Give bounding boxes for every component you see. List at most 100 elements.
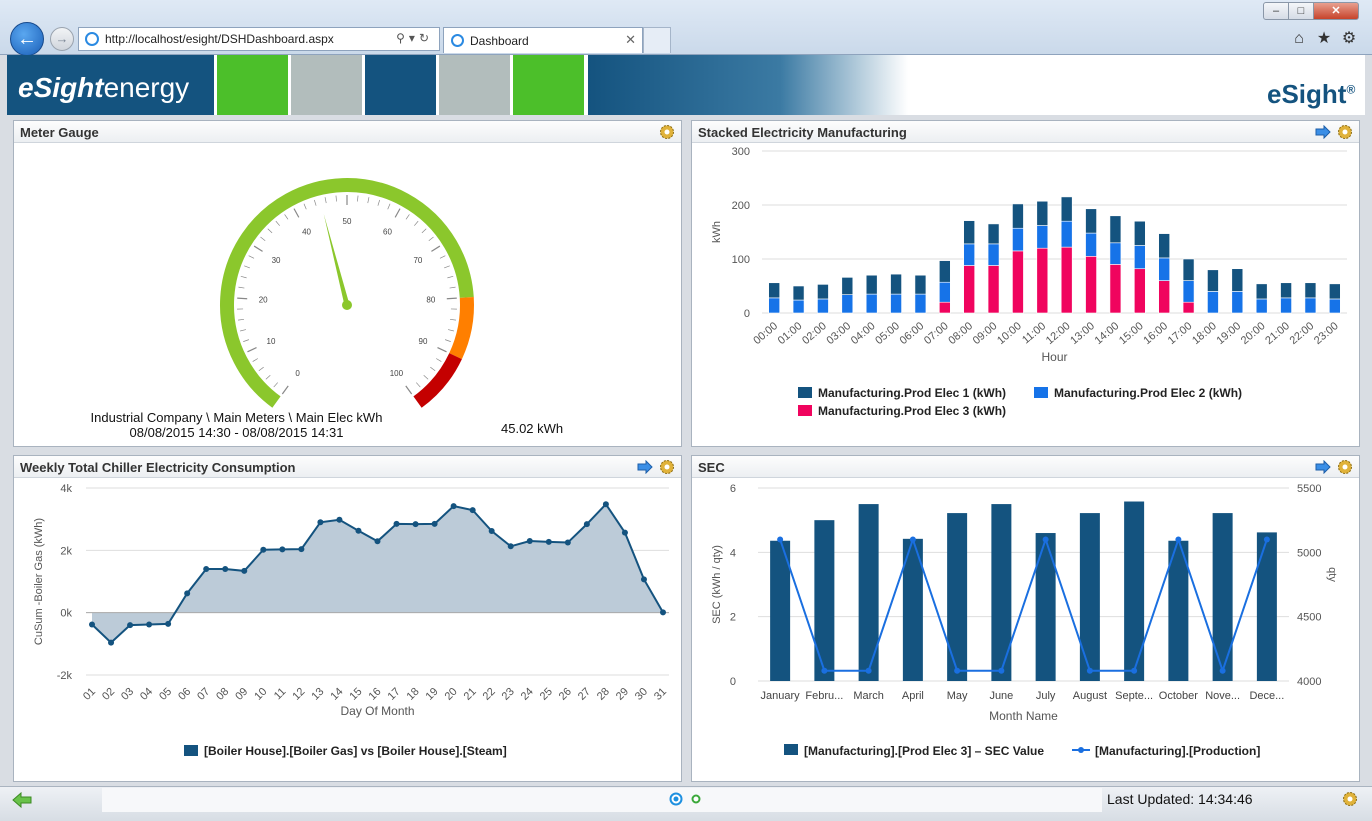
- panel-header: [14, 121, 681, 143]
- y-tick-label: 6: [730, 483, 736, 495]
- y-tick-label: 0: [744, 308, 750, 320]
- gauge-tick: [240, 330, 246, 331]
- bar-segment: [1012, 251, 1023, 313]
- banner-block-5: [513, 55, 584, 115]
- address-bar[interactable]: http://localhost/esight/DSHDashboard.asp…: [78, 27, 440, 51]
- last-updated-text: Last Updated: 14:34:46: [1107, 791, 1253, 807]
- y-tick-label: 300: [732, 146, 750, 158]
- minimize-button[interactable]: –: [1263, 2, 1289, 20]
- x-tick-label: 20:00: [1239, 320, 1268, 347]
- data-point: [203, 566, 209, 572]
- x-tick-label: 01:00: [776, 320, 805, 347]
- address-tools[interactable]: ⚲▾↻: [396, 31, 433, 45]
- x-tick-label: Febru...: [805, 690, 843, 702]
- gauge-needle: [324, 214, 350, 306]
- data-point: [489, 528, 495, 534]
- chiller-consumption-panel: Weekly Total Chiller Electricity Consump…: [13, 455, 682, 782]
- gauge-tick: [422, 229, 426, 233]
- brand-logo-right: eSight®: [1267, 79, 1355, 110]
- x-axis-label: Day Of Month: [340, 704, 414, 718]
- refresh-icon[interactable]: ↻: [419, 31, 433, 45]
- panel-settings-gear-icon[interactable]: [659, 459, 675, 475]
- production-point: [954, 668, 960, 674]
- back-arrow-icon: ←: [11, 23, 43, 55]
- address-url[interactable]: http://localhost/esight/DSHDashboard.asp…: [105, 32, 334, 46]
- gauge-tick: [429, 237, 434, 241]
- x-tick-label: 07: [195, 686, 212, 703]
- gauge-tick-label: 30: [272, 256, 281, 265]
- x-tick-label: 08:00: [946, 320, 975, 347]
- gauge-tick-label: 80: [426, 296, 435, 305]
- data-point: [603, 501, 609, 507]
- x-tick-label: 02:00: [800, 320, 829, 347]
- data-point: [279, 546, 285, 552]
- production-point: [1087, 668, 1093, 674]
- bar-segment: [1281, 283, 1292, 298]
- x-tick-label: Nove...: [1205, 690, 1240, 702]
- legend-label: [Manufacturing].[Production]: [1095, 744, 1260, 758]
- back-button[interactable]: ←: [10, 22, 44, 56]
- home-icon[interactable]: ⌂: [1289, 29, 1309, 49]
- x-tick-label: 22: [481, 686, 498, 703]
- bar-segment: [1086, 256, 1097, 313]
- gauge-tick: [241, 276, 247, 278]
- bar-segment: [1110, 216, 1121, 243]
- bar-segment: [842, 277, 853, 294]
- settings-gear-icon[interactable]: ⚙: [1339, 29, 1359, 49]
- bar-segment: [915, 275, 926, 294]
- new-tab-button[interactable]: [643, 27, 671, 53]
- gauge-tick-label: 100: [390, 369, 404, 378]
- bar-segment: [1183, 302, 1194, 313]
- gauge-tick: [431, 246, 439, 251]
- search-icon[interactable]: ⚲: [396, 31, 409, 45]
- bar-segment: [1159, 281, 1170, 313]
- close-window-button[interactable]: ✕: [1313, 2, 1359, 20]
- dashboard-settings-gear-icon[interactable]: [1342, 791, 1358, 807]
- x-tick-label: 13:00: [1068, 320, 1097, 347]
- page-indicator-active-icon[interactable]: [669, 792, 683, 806]
- y-tick-label: 100: [732, 254, 750, 266]
- navigate-arrow-icon[interactable]: [1315, 460, 1331, 474]
- gauge-tick: [294, 209, 299, 218]
- bar-segment: [1305, 283, 1316, 298]
- bar-segment: [1037, 201, 1048, 225]
- back-green-arrow-icon[interactable]: [12, 792, 32, 808]
- gauge-tick: [447, 276, 453, 278]
- bar-segment: [817, 284, 828, 299]
- y2-tick-label: 5500: [1297, 483, 1321, 495]
- legend-label: Manufacturing.Prod Elec 1 (kWh): [818, 386, 1006, 400]
- favorites-star-icon[interactable]: ★: [1314, 29, 1334, 49]
- page-indicator-icon[interactable]: [691, 794, 701, 804]
- data-point: [660, 609, 666, 615]
- maximize-button[interactable]: □: [1288, 2, 1314, 20]
- brand-light: energy: [104, 72, 190, 103]
- panel-settings-gear-icon[interactable]: [659, 124, 675, 140]
- gauge-tick: [304, 204, 306, 210]
- bar-segment: [964, 265, 975, 313]
- x-tick-label: 17: [386, 686, 403, 703]
- x-tick-label: 16:00: [1141, 320, 1170, 347]
- gauge-tick-label: 70: [413, 256, 422, 265]
- gauge-caption-range: 08/08/2015 14:30 - 08/08/2015 14:31: [14, 425, 459, 440]
- browser-tab[interactable]: Dashboard ✕: [443, 27, 643, 53]
- x-tick-label: Septe...: [1115, 690, 1153, 702]
- x-tick-label: 31: [652, 686, 669, 703]
- panel-settings-gear-icon[interactable]: [1337, 124, 1353, 140]
- y-axis-label: CuSum -Boiler Gas (kWh): [33, 518, 45, 645]
- forward-button[interactable]: →: [50, 27, 74, 51]
- y-tick-label: 2: [730, 612, 736, 624]
- data-point: [413, 521, 419, 527]
- legend-swatch: [798, 405, 812, 416]
- panel-settings-gear-icon[interactable]: [1337, 459, 1353, 475]
- gauge-tick: [314, 200, 316, 206]
- navigate-arrow-icon[interactable]: [1315, 125, 1331, 139]
- x-tick-label: 09: [233, 686, 250, 703]
- navigate-arrow-icon[interactable]: [637, 460, 653, 474]
- production-point: [1175, 536, 1181, 542]
- tab-close-icon[interactable]: ✕: [625, 32, 636, 48]
- dropdown-icon[interactable]: ▾: [409, 31, 419, 45]
- bar-segment: [1086, 233, 1097, 256]
- x-tick-label: 16: [366, 686, 383, 703]
